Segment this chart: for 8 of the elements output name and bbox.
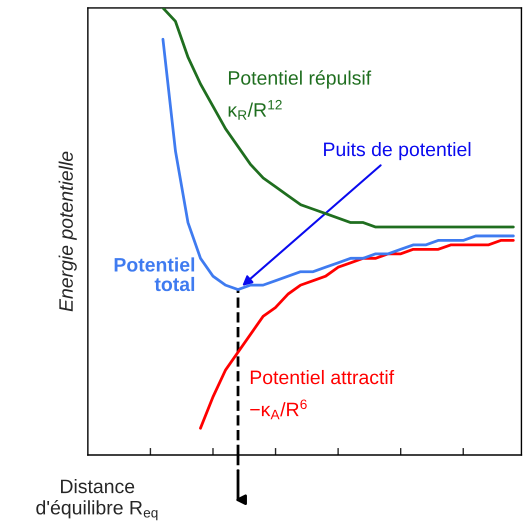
y-axis-title: Energie potentielle xyxy=(58,152,77,312)
series-label: Potentiel total xyxy=(114,257,194,292)
annotation: Puits de potentiel xyxy=(324,142,470,160)
series-label: Potentiel attractif xyxy=(250,370,394,384)
annotation: −κ$_{A}$/R$^{6}$ xyxy=(250,399,307,420)
series-label: Potentiel répulsif xyxy=(228,70,372,89)
annotation: κ$_{R}$/R$^{12}$ xyxy=(228,100,282,120)
text: Distance d'équilibre R$_{eq}$ xyxy=(36,479,158,520)
